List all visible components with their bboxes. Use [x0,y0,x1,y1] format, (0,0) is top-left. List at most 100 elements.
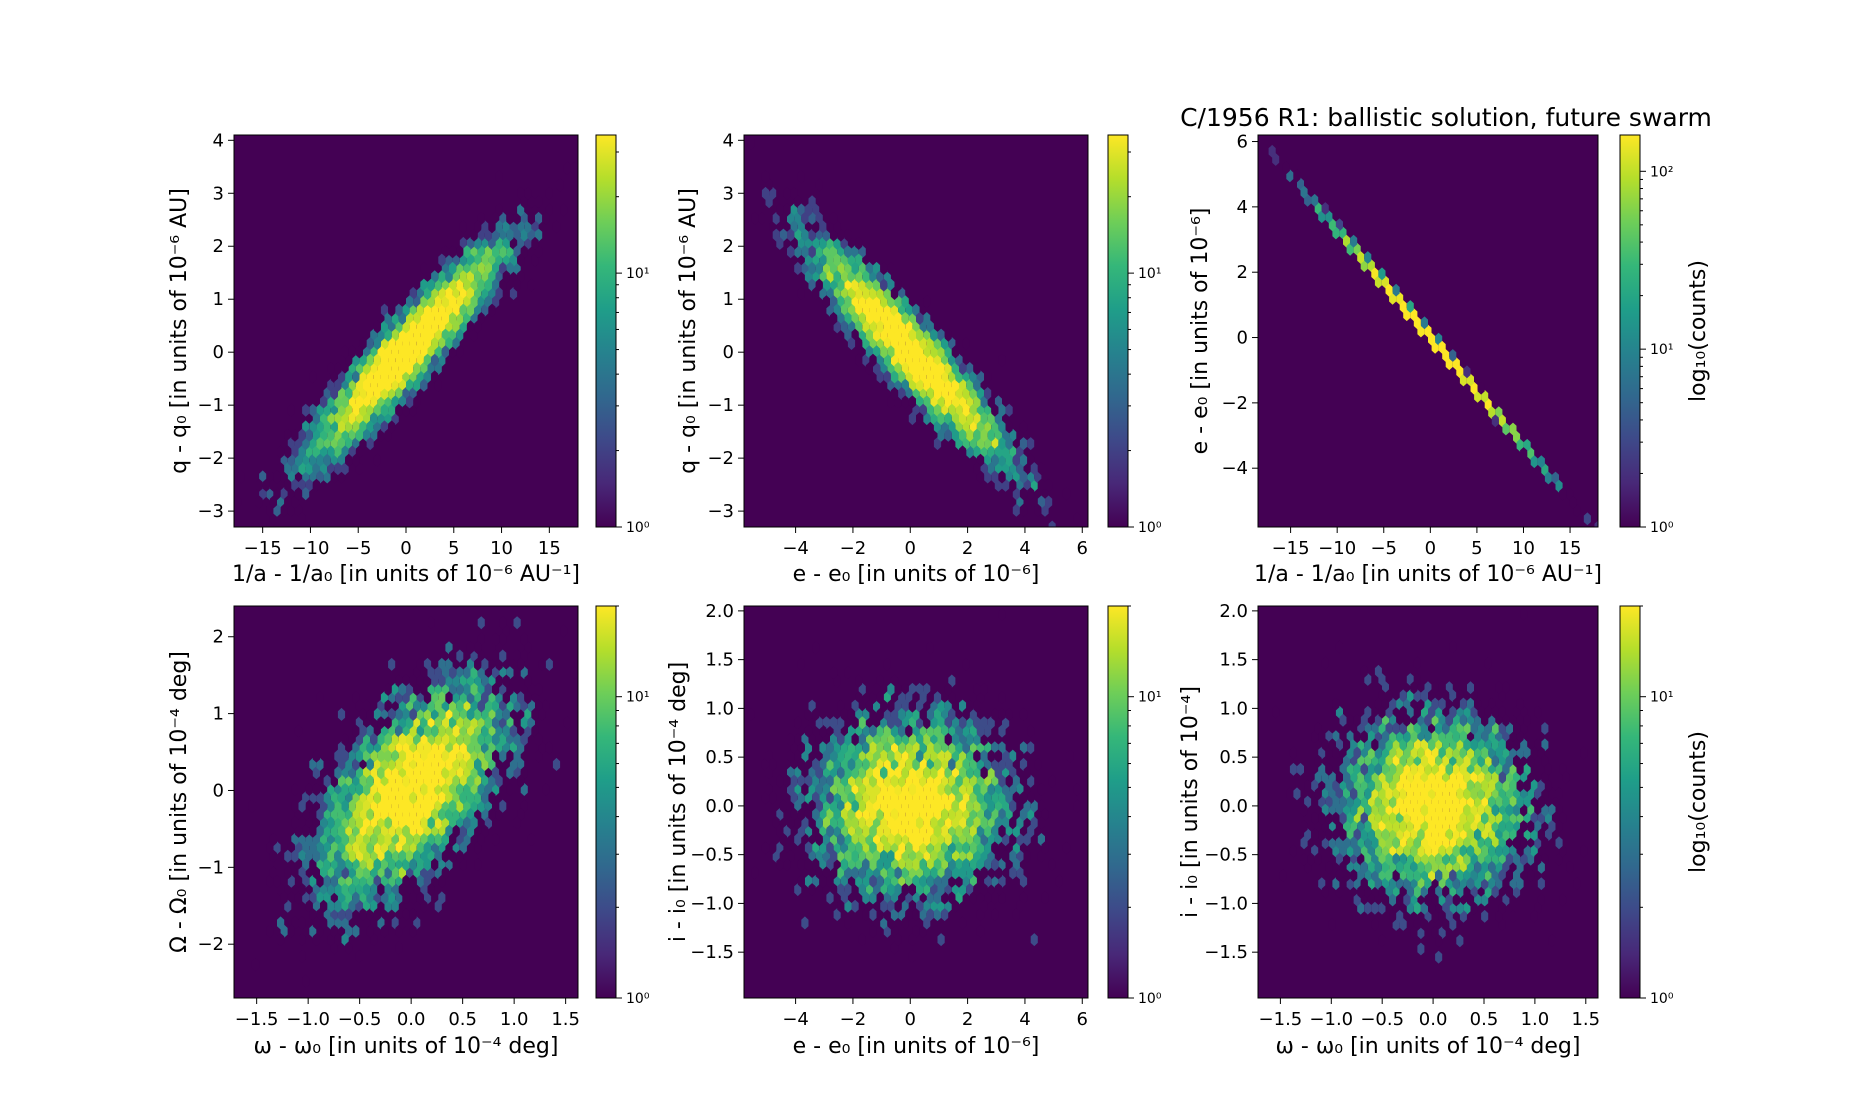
hex-cell [320,866,328,880]
hex-cell [495,774,503,788]
hex-cell [1325,828,1333,842]
hex-cell [1325,210,1333,224]
hex-cell [1438,340,1446,354]
hex-cell [801,261,809,275]
hex-cell [1502,730,1510,744]
hex-cell [865,362,873,376]
hex-cell [959,395,967,409]
hex-cell [1523,746,1531,760]
hex-cell [520,699,528,713]
hex-cell [1378,705,1386,719]
hex-cell [1470,820,1478,833]
hex-cell [391,716,399,730]
hex-cell [398,849,406,863]
hex-cell [1019,487,1028,501]
hex-cell [380,891,389,905]
hex-cell [819,286,827,300]
hex-cell [919,403,927,417]
hex-cell [1346,828,1354,842]
hex-cell [1502,811,1510,825]
hex-cell [370,378,378,392]
hex-cell [862,774,870,788]
hex-cell [291,816,299,830]
hex-cell [898,337,906,350]
hex-cell [1106,571,1113,584]
hex-cell [933,724,942,738]
hex-cell [420,849,428,863]
hex-cell [427,799,435,813]
hex-cell [1357,722,1365,735]
hex-cell [976,924,985,938]
hex-cell [413,312,421,325]
hex-cell [1491,754,1499,768]
hex-cell [883,824,891,838]
hex-cell [855,337,863,350]
hex-cell [833,741,841,755]
hex-cell [948,724,956,738]
hex-cell [858,883,866,897]
hex-cell [459,303,467,317]
y-tick-label: 0.5 [1219,747,1248,768]
y-tick-label: −1.5 [1204,942,1248,963]
hex-cell [302,453,310,467]
hex-cell [380,420,389,434]
hex-cell [969,437,977,451]
hex-cell [345,420,353,434]
hex-cell [348,345,356,359]
hex-cell [463,833,471,847]
hex-cell [323,470,331,484]
hex-cell [1428,869,1436,882]
hex-cell [787,849,795,863]
hex-cell [520,228,528,242]
hex-cell [499,245,507,259]
hex-cell [348,866,356,880]
hex-cell [377,749,385,763]
hex-cell [887,716,895,730]
y-tick-label: 2.0 [705,601,734,622]
hex-cell [355,412,363,426]
hex-cell [966,412,974,426]
hex-cell [959,883,967,897]
hex-cell [1360,811,1368,825]
hex-cell [327,933,335,947]
hex-cell [1304,795,1312,809]
hex-cell [890,774,899,788]
hex-cell [427,866,435,880]
hex-cell [837,228,845,242]
hex-cell [445,657,453,671]
hex-cell [520,783,528,796]
hex-cell [406,312,414,325]
hex-cell [470,295,478,309]
hex-cell [441,699,449,713]
hex-cell [409,791,417,805]
hex-cell [513,749,521,763]
hex-cell [912,724,920,738]
hex-cell [470,716,478,730]
colorbar-tick-label: 10⁰ [626,520,650,536]
hex-cell [492,245,500,259]
hex-cell [779,833,787,847]
hex-cell [302,403,310,417]
x-tick-label: −1.0 [286,1009,330,1030]
hex-cell [438,858,446,872]
hex-cell [416,691,424,705]
hex-cell [1339,762,1347,776]
hex-cell [873,816,881,830]
hex-cell [1505,803,1513,817]
hex-cell [944,799,952,813]
hex-cell [377,866,385,880]
hex-cell [1505,852,1513,866]
hex-cell [452,253,460,267]
hex-cell [926,757,934,771]
hex-cell [898,908,906,922]
hex-cell [531,236,539,250]
hex-cell [1449,901,1457,915]
hex-cell [492,666,500,680]
hex-cell [1594,520,1598,527]
hex-cell [1520,820,1528,833]
hex-cell [1498,820,1506,833]
hex-cell [1382,762,1389,776]
hex-cell [1374,762,1382,776]
hex-cell [980,866,988,880]
hex-cell [352,858,360,872]
